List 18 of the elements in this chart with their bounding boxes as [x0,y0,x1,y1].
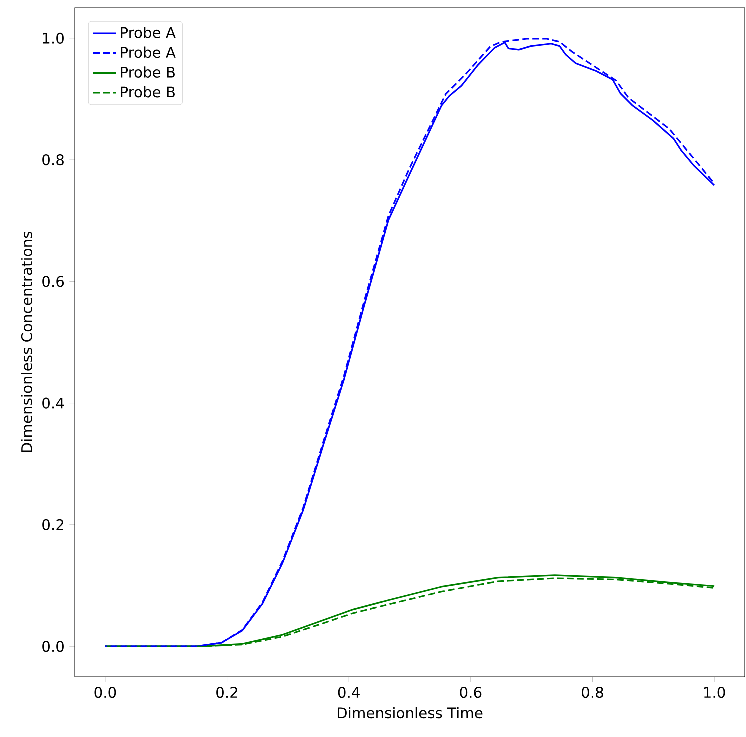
y-tick-label: 1.0 [43,32,64,44]
x-tick-label: 0.8 [582,687,604,698]
x-tick-label: 1.0 [704,687,726,698]
legend-label: Probe A [121,46,176,58]
y-tick-label: 0.2 [42,519,64,530]
y-tick-label: 0.6 [42,276,64,288]
legend-label: Probe B [121,86,175,98]
x-tick-label: 0.4 [338,687,360,698]
legend-label: Probe B [121,66,175,78]
x-axis-title: Dimensionless Time [338,707,483,719]
legend-label: Probe A [121,26,176,38]
x-tick-label: 0.0 [94,687,116,698]
y-tick-label: 0.4 [42,398,64,409]
x-tick-label: 0.6 [460,687,482,698]
y-tick-label: 0.8 [42,154,64,166]
y-axis-title: Dimensionless Concentrations [21,232,32,452]
x-tick-label: 0.2 [216,687,238,698]
y-tick-label: 0.0 [42,641,64,652]
